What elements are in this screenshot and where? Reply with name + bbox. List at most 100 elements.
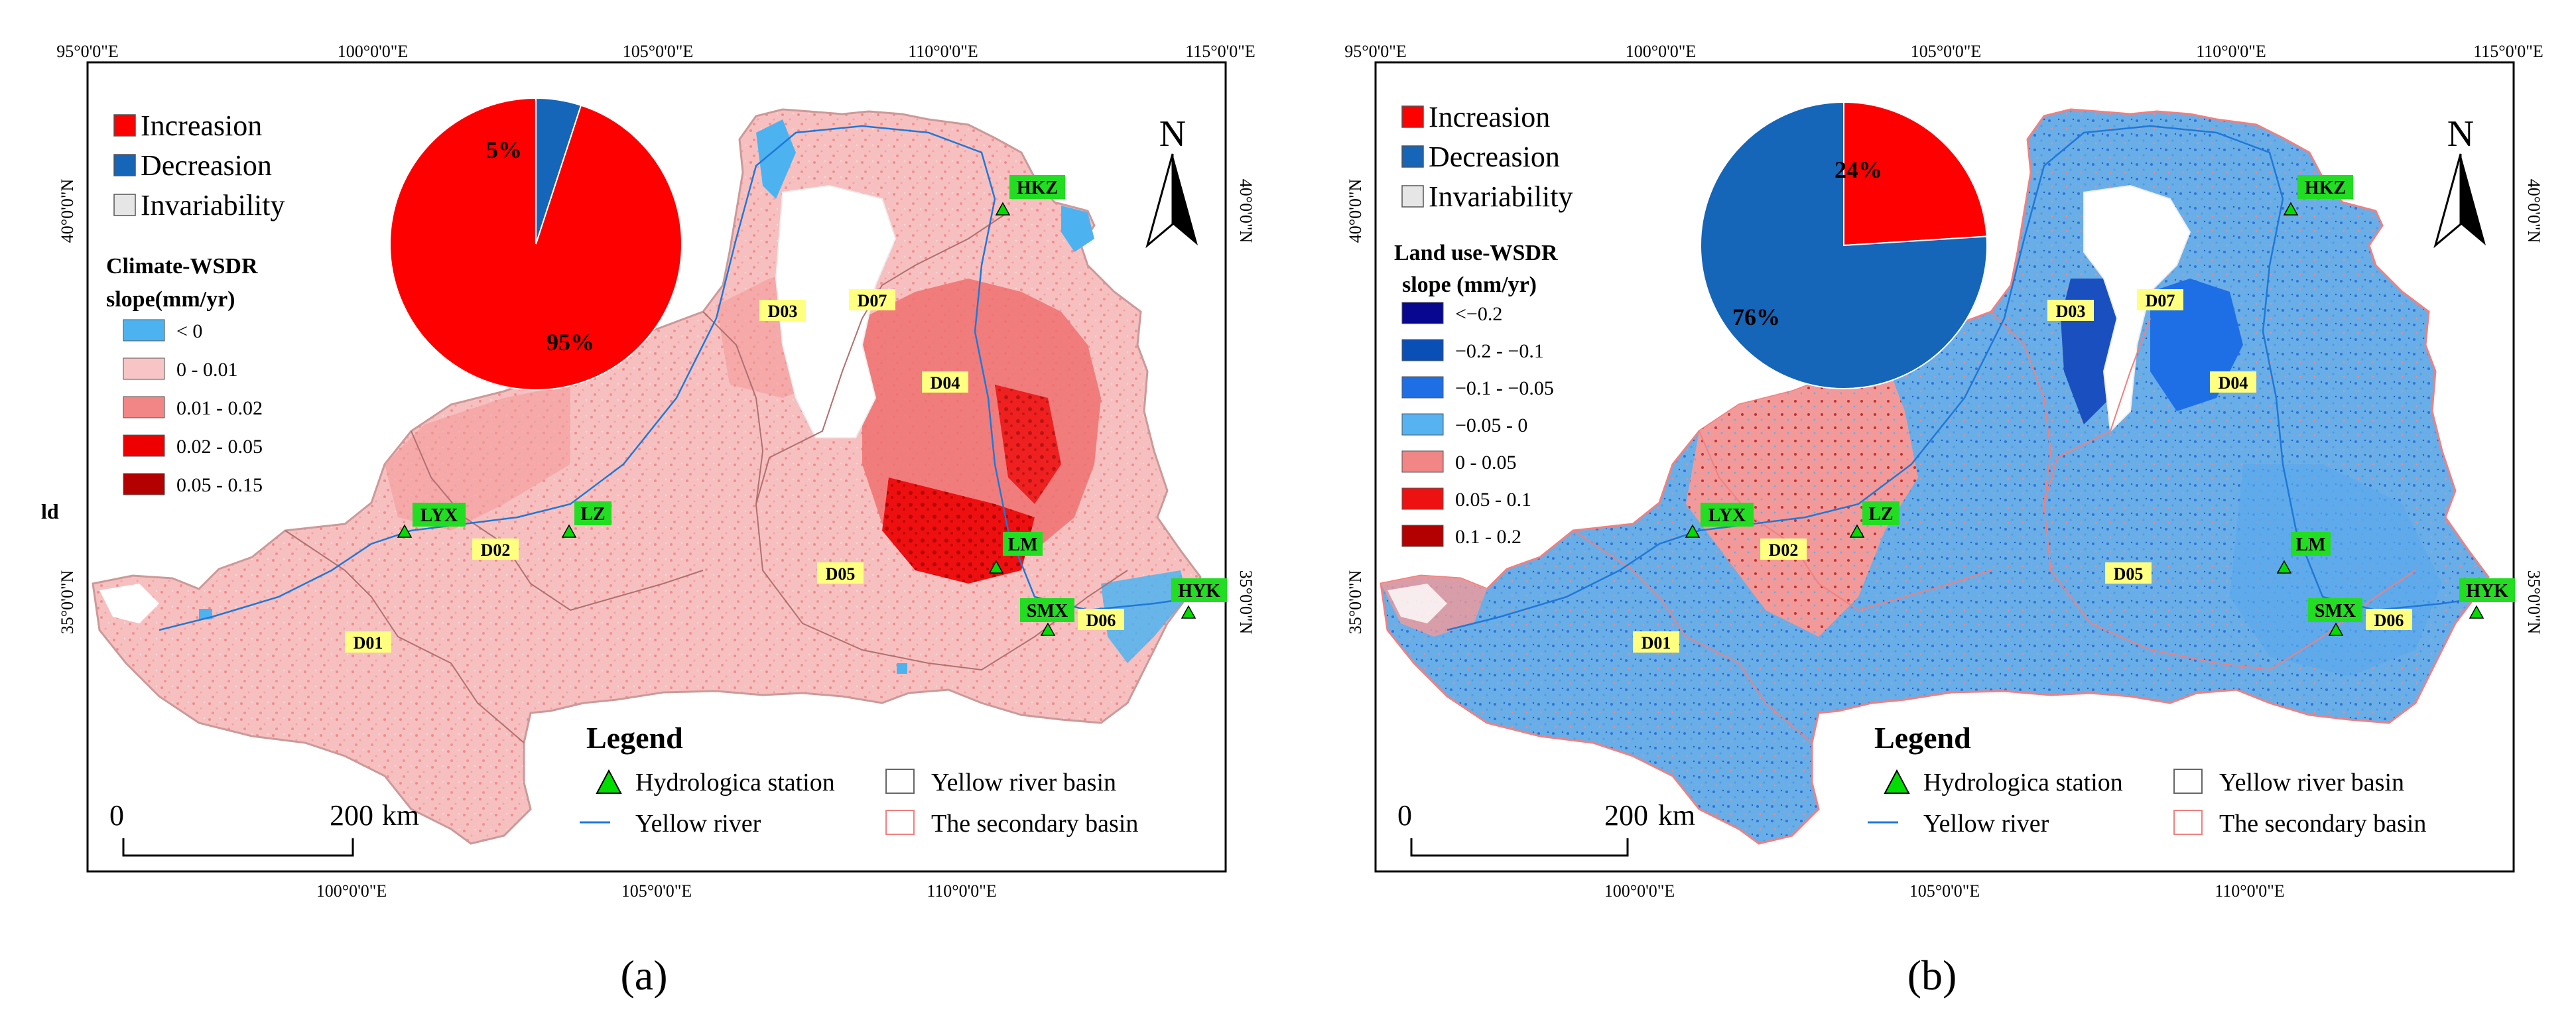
basin-label: D05 xyxy=(826,564,856,584)
legend-swatch-increase xyxy=(1401,105,1424,128)
legend-invariability: Invariability xyxy=(141,189,285,222)
legend-basin-label: Yellow river basin xyxy=(2219,769,2404,796)
stations: LYX LZ LM SMX HYK HKZ xyxy=(397,175,1227,636)
slope-class-label: 0 - 0.05 xyxy=(1455,452,1517,474)
basin-labels: D01 D02 D03 D04 D05 D06 D07 xyxy=(345,289,1124,653)
lon-label-bottom: 105°0'0"E xyxy=(621,881,692,901)
legend-secondary-label: The secondary basin xyxy=(931,810,1138,838)
slope-class-label: 0 - 0.01 xyxy=(176,359,238,381)
map-a-svg: 95°0'0"E 100°0'0"E 105°0'0"E 110°0'0"E 1… xyxy=(41,42,1256,999)
negative-region xyxy=(897,663,907,674)
scale-dist: 200 xyxy=(330,799,373,832)
scale-dist: 200 xyxy=(1604,799,1648,832)
stations: LYX LZ LM SMX HYK HKZ xyxy=(1685,175,2515,636)
pie-slice-decrease xyxy=(535,97,582,245)
station-marker xyxy=(1849,524,1865,538)
station-marker xyxy=(1040,622,1056,636)
pie-legend: Increasion Decreasion Invariability xyxy=(1401,101,1573,213)
basin-label: D07 xyxy=(858,291,887,310)
lat-label-right: 35°0'0"N xyxy=(1236,570,1256,635)
legend-station-label: Hydrologica station xyxy=(1923,769,2123,796)
negative-region xyxy=(1061,206,1094,252)
basin-label: D06 xyxy=(2374,611,2404,630)
slope-class-label: −0.2 - −0.1 xyxy=(1455,340,1544,362)
north-label: N xyxy=(2447,113,2474,155)
lon-label-bottom: 110°0'0"E xyxy=(927,881,997,901)
lon-label-top: 105°0'0"E xyxy=(1911,42,1982,61)
pie-label-decrease: 76% xyxy=(1732,304,1780,330)
slope-class-swatch xyxy=(123,319,165,342)
station-label: SMX xyxy=(1027,601,1068,621)
station-label: HYK xyxy=(2466,581,2508,602)
legend-secondary-icon xyxy=(2173,810,2203,835)
station-label: LM xyxy=(1007,535,1037,555)
lat-label-left: 40°0'0"N xyxy=(1346,179,1365,243)
station-marker xyxy=(1685,524,1701,538)
pie-legend: Increasion Decreasion Invariability xyxy=(113,109,285,222)
slope-class-swatch xyxy=(1401,413,1444,436)
legend-increase: Increasion xyxy=(1429,101,1550,133)
basin-label: D07 xyxy=(2146,291,2175,310)
legend-swatch-increase xyxy=(113,114,136,137)
slope-class-swatch xyxy=(123,434,165,457)
panel-b: 95°0'0"E 100°0'0"E 105°0'0"E 110°0'0"E 1… xyxy=(1288,0,2576,1015)
station-marker xyxy=(2469,605,2484,619)
lon-label-top: 115°0'0"E xyxy=(1185,42,1256,61)
pie-label-decrease: 5% xyxy=(486,137,522,163)
basin-label: D04 xyxy=(931,373,960,393)
station-label: HKZ xyxy=(1017,178,1058,198)
legend-basin-label: Yellow river basin xyxy=(931,769,1116,796)
scale-unit: km xyxy=(1658,799,1695,832)
lat-label-left: 35°0'0"N xyxy=(1346,570,1365,635)
lon-label-bottom: 100°0'0"E xyxy=(1604,881,1675,901)
basin-labels: D01 D02 D03 D04 D05 D06 D07 xyxy=(1633,289,2412,653)
lon-label-top: 110°0'0"E xyxy=(908,42,978,61)
legend-station-icon xyxy=(1884,769,1910,794)
basin-label: D02 xyxy=(1769,541,1799,560)
basin-label: D01 xyxy=(354,633,383,653)
scale-line xyxy=(122,838,354,857)
slope-class-label: 0.02 - 0.05 xyxy=(176,436,263,458)
slope-class-label: −0.1 - −0.05 xyxy=(1455,377,1554,399)
station-label: SMX xyxy=(2315,601,2356,621)
hotspot-region xyxy=(995,385,1061,504)
station-label: LM xyxy=(2295,535,2325,555)
map-b-svg: 95°0'0"E 100°0'0"E 105°0'0"E 110°0'0"E 1… xyxy=(1344,42,2544,999)
station-label: LZ xyxy=(1868,504,1893,525)
slope-legend-title: Climate-WSDR xyxy=(106,254,258,279)
scale-bar: 0 200 km xyxy=(109,799,419,857)
legend-swatch-decrease xyxy=(1401,145,1424,168)
station-marker xyxy=(1181,605,1196,619)
basin-shade xyxy=(385,385,570,531)
slope-legend-subtitle: slope (mm/yr) xyxy=(1402,273,1537,297)
legend-increase: Increasion xyxy=(141,109,262,142)
panel-a: 95°0'0"E 100°0'0"E 105°0'0"E 110°0'0"E 1… xyxy=(0,0,1288,1015)
legend-swatch-decrease xyxy=(113,154,136,176)
slope-legend: Land use-WSDR slope (mm/yr) <−0.2 −0.2 - … xyxy=(1394,241,1558,548)
station-label: HYK xyxy=(1178,581,1220,602)
invariability-region xyxy=(1387,584,1447,623)
scale-zero: 0 xyxy=(1397,799,1412,832)
legend-swatch-invariability xyxy=(1401,185,1424,208)
panel-caption: (a) xyxy=(620,952,667,999)
slope-class-label: 0.01 - 0.02 xyxy=(176,397,263,419)
north-arrow-right xyxy=(2461,154,2486,245)
slope-legend-subtitle: slope(mm/yr) xyxy=(106,287,235,312)
invariability-region xyxy=(775,184,897,438)
legend-decrease: Decreasion xyxy=(1429,141,1560,173)
map-legend: Legend Hydrologica station Yellow river … xyxy=(580,721,1138,838)
scale-unit: km xyxy=(382,799,419,832)
invariability-region xyxy=(99,584,159,623)
north-arrow: N xyxy=(1145,113,1198,249)
slope-class-swatch xyxy=(1401,487,1444,510)
north-label: N xyxy=(1159,113,1186,155)
pie-chart-a: 5% 95% xyxy=(389,97,682,391)
slope-legend: Climate-WSDR slope(mm/yr) < 0 0 - 0.01 0.0… xyxy=(106,254,263,496)
secondary-basin-boundaries xyxy=(285,212,1128,743)
yellow-river-line xyxy=(1447,125,2489,631)
slope-class-swatch xyxy=(1401,339,1444,361)
scale-zero: 0 xyxy=(109,799,124,832)
slope-class-swatch xyxy=(123,357,165,380)
lon-label-bottom: 100°0'0"E xyxy=(316,881,387,901)
slope-class-label: 0.05 - 0.1 xyxy=(1455,489,1531,511)
